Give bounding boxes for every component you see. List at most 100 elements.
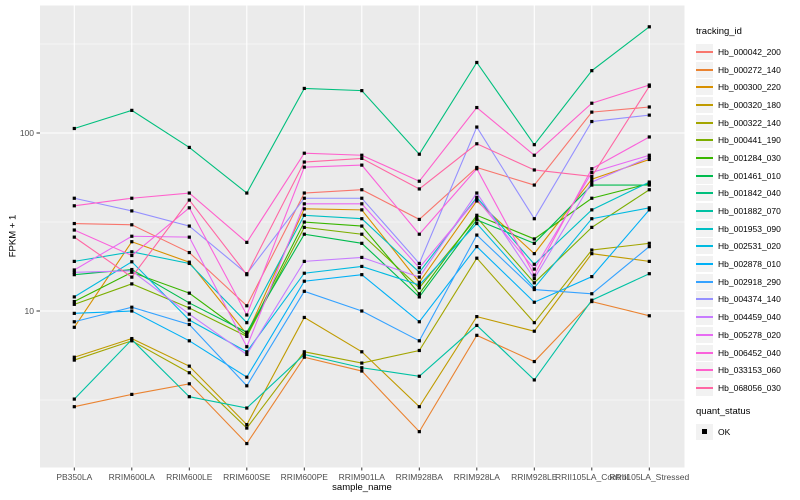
legend-item-Hb_000320_180: Hb_000320_180 <box>696 96 800 114</box>
data-point <box>647 84 651 88</box>
legend-key <box>696 256 713 273</box>
data-point <box>647 272 651 276</box>
data-point <box>302 220 306 224</box>
data-point <box>302 315 306 320</box>
data-point <box>187 371 191 375</box>
legend-item-quant-OK: OK <box>696 423 800 441</box>
data-point <box>590 217 594 221</box>
data-point <box>590 174 594 179</box>
data-point <box>302 350 306 354</box>
data-point <box>187 235 191 239</box>
data-point <box>647 259 651 263</box>
data-point <box>417 280 421 284</box>
data-point <box>417 339 421 343</box>
data-point <box>532 281 536 285</box>
data-point <box>475 221 479 226</box>
data-point <box>475 218 479 222</box>
data-point <box>302 160 306 164</box>
legend-label: Hb_001842_040 <box>718 188 781 199</box>
data-point <box>647 25 651 29</box>
data-point <box>417 179 421 183</box>
x-tick-label: RRIM600LA <box>109 472 156 482</box>
data-point <box>417 217 421 222</box>
data-point <box>72 228 76 232</box>
x-tick-label: RRIM901LA <box>339 472 386 482</box>
data-point <box>532 359 536 364</box>
data-point <box>590 248 594 252</box>
data-point <box>647 314 651 318</box>
legend-key <box>696 149 713 166</box>
data-point <box>187 301 191 305</box>
data-point <box>417 270 421 274</box>
legend-line-swatch <box>696 369 713 372</box>
data-point <box>532 168 536 172</box>
legend-item-Hb_000300_220: Hb_000300_220 <box>696 78 800 96</box>
data-point <box>417 283 421 287</box>
data-point <box>417 275 421 279</box>
data-point <box>72 358 76 362</box>
data-point <box>245 441 249 446</box>
legend-item-Hb_005278_020: Hb_005278_020 <box>696 326 800 344</box>
legend-key <box>696 43 713 60</box>
legend-line-swatch <box>696 139 713 142</box>
legend-label: Hb_000042_200 <box>718 46 781 57</box>
data-point <box>130 305 134 309</box>
legend-key <box>696 379 713 396</box>
data-point <box>417 152 421 156</box>
data-point <box>360 255 364 260</box>
legend-label: Hb_001953_090 <box>718 223 781 234</box>
data-point <box>360 89 364 93</box>
data-point <box>360 188 364 192</box>
data-point <box>245 375 249 379</box>
legend-item-Hb_002531_020: Hb_002531_020 <box>696 238 800 256</box>
data-point <box>532 287 536 292</box>
data-point <box>302 289 306 293</box>
data-point <box>360 361 364 365</box>
data-point <box>187 312 191 316</box>
legend-item-Hb_001461_010: Hb_001461_010 <box>696 167 800 185</box>
data-point <box>245 406 249 410</box>
legend-line-swatch <box>696 245 713 248</box>
data-point <box>590 275 594 279</box>
data-point <box>245 352 249 357</box>
data-point <box>72 355 76 359</box>
legend-line-swatch <box>696 68 713 71</box>
x-tick-label: RRII105LA_Control <box>555 472 629 482</box>
legend-line-swatch <box>696 121 713 124</box>
data-point <box>187 318 191 322</box>
gridlines <box>40 5 685 468</box>
y-tick-label: 100 <box>20 128 34 138</box>
data-point <box>130 253 134 258</box>
legend-line-swatch <box>696 298 713 301</box>
data-point <box>130 196 134 200</box>
legend-item-Hb_000042_200: Hb_000042_200 <box>696 43 800 61</box>
y-tick-label: 10 <box>25 306 35 316</box>
data-point <box>360 232 364 236</box>
data-point <box>532 237 536 241</box>
data-point <box>130 269 134 273</box>
data-point <box>360 309 364 313</box>
data-point <box>245 350 249 354</box>
data-point <box>72 273 76 277</box>
data-point <box>417 320 421 324</box>
legend-key <box>696 423 713 440</box>
data-point <box>417 187 421 191</box>
x-tick-label: RRIM928LE <box>511 472 558 482</box>
legend-line-swatch <box>696 280 713 283</box>
legend-item-Hb_000272_140: Hb_000272_140 <box>696 61 800 79</box>
data-point <box>590 208 594 212</box>
data-point <box>187 339 191 343</box>
legend-item-Hb_006452_040: Hb_006452_040 <box>696 344 800 362</box>
data-point <box>475 233 479 237</box>
x-axis-title: sample_name <box>332 482 392 493</box>
data-point <box>72 268 76 272</box>
data-point <box>647 105 651 109</box>
data-point <box>130 209 134 213</box>
legend-item-Hb_001882_070: Hb_001882_070 <box>696 202 800 220</box>
data-point <box>475 167 479 171</box>
data-point <box>187 250 191 255</box>
legend-label: OK <box>718 426 731 437</box>
data-point <box>532 329 536 333</box>
data-point <box>590 183 594 187</box>
